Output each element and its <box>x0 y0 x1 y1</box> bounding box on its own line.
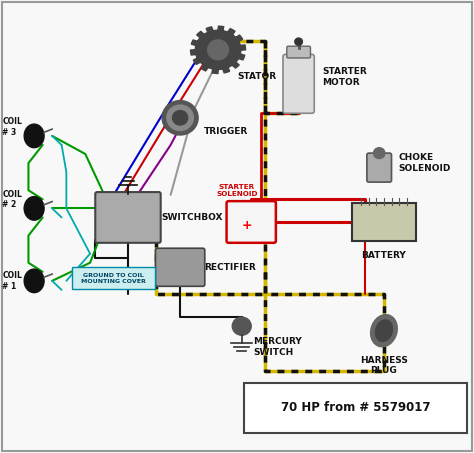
Text: RECTIFIER: RECTIFIER <box>204 263 255 272</box>
FancyBboxPatch shape <box>95 192 161 243</box>
Text: 70 HP from # 5579017: 70 HP from # 5579017 <box>281 401 430 414</box>
FancyBboxPatch shape <box>283 54 314 113</box>
Text: STATOR: STATOR <box>237 72 276 82</box>
Polygon shape <box>191 26 246 73</box>
Ellipse shape <box>375 320 392 342</box>
Ellipse shape <box>371 315 397 347</box>
Text: STARTER
SOLENOID: STARTER SOLENOID <box>216 184 258 197</box>
Text: COIL
# 3: COIL # 3 <box>2 117 22 136</box>
Text: TRIGGER: TRIGGER <box>204 127 248 136</box>
Text: CHOKE
SOLENOID: CHOKE SOLENOID <box>398 154 450 173</box>
Text: MERCURY
SWITCH: MERCURY SWITCH <box>254 337 302 357</box>
Circle shape <box>208 40 228 60</box>
Circle shape <box>162 101 198 135</box>
FancyBboxPatch shape <box>287 46 310 58</box>
FancyBboxPatch shape <box>244 383 467 433</box>
Text: GROUND TO COIL
MOUNTING COVER: GROUND TO COIL MOUNTING COVER <box>82 273 146 284</box>
FancyBboxPatch shape <box>155 248 205 286</box>
Circle shape <box>167 105 193 130</box>
FancyBboxPatch shape <box>227 201 276 243</box>
Circle shape <box>295 38 302 45</box>
Text: HARNESS
PLUG: HARNESS PLUG <box>360 356 408 375</box>
Text: SWITCHBOX: SWITCHBOX <box>161 213 223 222</box>
FancyBboxPatch shape <box>352 203 416 241</box>
FancyBboxPatch shape <box>367 153 392 182</box>
Text: COIL
# 1: COIL # 1 <box>2 271 22 290</box>
Circle shape <box>232 317 251 335</box>
Text: BATTERY: BATTERY <box>362 251 406 260</box>
Ellipse shape <box>24 197 44 220</box>
Text: +: + <box>241 219 252 232</box>
Circle shape <box>374 148 385 159</box>
Text: STARTER
MOTOR: STARTER MOTOR <box>322 67 367 87</box>
Text: COIL
# 2: COIL # 2 <box>2 190 22 209</box>
Ellipse shape <box>24 269 44 293</box>
FancyBboxPatch shape <box>72 267 155 289</box>
Ellipse shape <box>24 124 44 148</box>
Circle shape <box>173 111 188 125</box>
